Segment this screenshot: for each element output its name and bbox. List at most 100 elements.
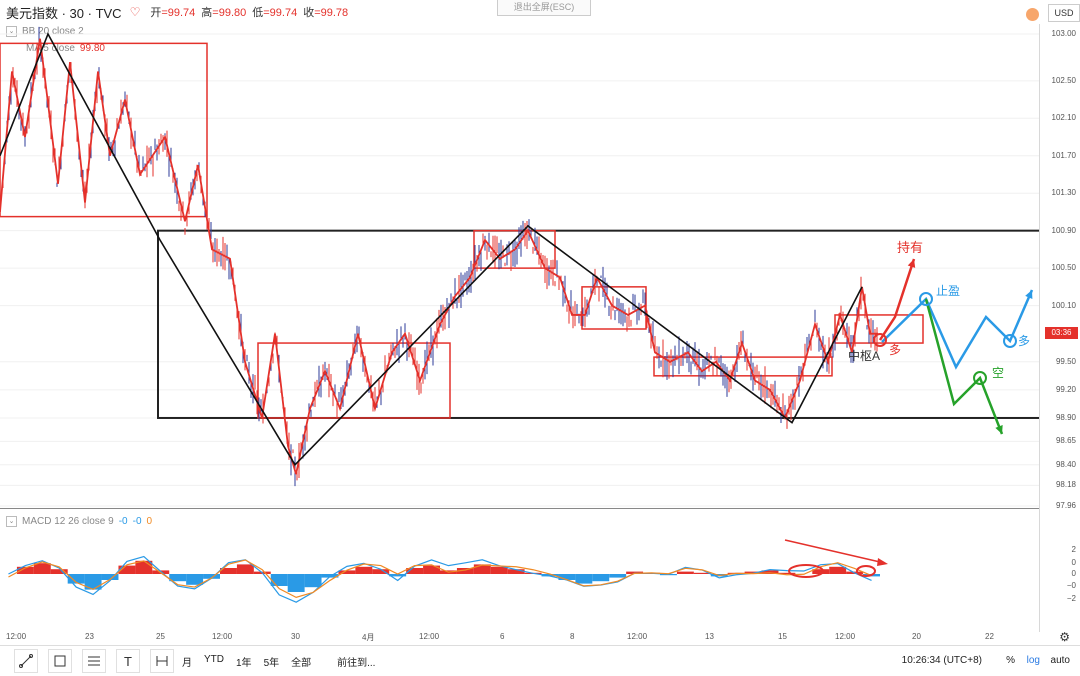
ma-indicator-legend[interactable]: MA 5 close 99.80 bbox=[26, 43, 105, 54]
text-tool-icon[interactable]: T bbox=[116, 649, 140, 673]
macd-bar bbox=[592, 574, 610, 582]
percent-button[interactable]: % bbox=[1006, 655, 1015, 666]
range-box bbox=[834, 314, 924, 344]
time-tick: 12:00 bbox=[627, 632, 648, 641]
fib-tool-icon[interactable] bbox=[82, 649, 106, 673]
macd-tick: 2 bbox=[1071, 545, 1076, 554]
macd-bar bbox=[236, 564, 254, 574]
time-tick: 25 bbox=[156, 632, 165, 641]
macd-line bbox=[8, 555, 872, 603]
macd-bar bbox=[220, 568, 237, 574]
macd-bar bbox=[169, 574, 187, 582]
macd-bar bbox=[287, 574, 305, 592]
range-box bbox=[0, 42, 208, 218]
collapse-icon[interactable]: ⌄ bbox=[6, 516, 17, 527]
range-box bbox=[653, 356, 833, 377]
range-box bbox=[257, 342, 451, 419]
price-axis[interactable] bbox=[1039, 24, 1080, 632]
symbol-title[interactable]: 美元指数 · 30 · TVC bbox=[6, 5, 122, 21]
entry-marker bbox=[873, 333, 887, 347]
macd-bar bbox=[50, 569, 68, 574]
log-button[interactable]: log bbox=[1026, 655, 1040, 666]
time-tick: 30 bbox=[291, 632, 300, 641]
macd-bar bbox=[829, 566, 847, 574]
macd-chart[interactable] bbox=[0, 510, 1040, 626]
divergence-line-head bbox=[877, 558, 888, 566]
price-tick: 102.50 bbox=[1051, 75, 1076, 85]
current-price-tag: 03:36 bbox=[1045, 327, 1078, 339]
time-tick: 12:00 bbox=[419, 632, 440, 641]
period-all[interactable]: 全部 bbox=[291, 657, 312, 669]
pane-divider[interactable] bbox=[0, 508, 1040, 509]
status-dot-icon[interactable] bbox=[1026, 8, 1039, 21]
macd-bar bbox=[118, 565, 136, 574]
macd-indicator-legend[interactable]: ⌄ MACD 12 26 close 9 -0 -0 0 bbox=[6, 516, 152, 527]
currency-button[interactable]: USD bbox=[1048, 4, 1080, 22]
price-tick: 98.18 bbox=[1055, 480, 1076, 490]
hold-arrow bbox=[878, 258, 916, 341]
price-tick: 98.40 bbox=[1055, 459, 1076, 469]
divergence-marker bbox=[856, 565, 876, 577]
macd-bar bbox=[338, 570, 356, 574]
exit-fullscreen-button[interactable]: 退出全屏(ESC) bbox=[497, 0, 591, 16]
settings-gear-icon[interactable]: ⚙ bbox=[1059, 630, 1070, 644]
auto-button[interactable]: auto bbox=[1050, 655, 1070, 666]
macd-bar bbox=[186, 574, 204, 585]
macd-bar bbox=[304, 574, 322, 588]
macd-bar bbox=[203, 574, 220, 579]
period-month[interactable]: 月 bbox=[182, 657, 192, 669]
period-ytd[interactable]: YTD bbox=[204, 653, 224, 665]
macd-bar bbox=[355, 566, 373, 574]
divergence-line bbox=[784, 539, 881, 563]
macd-bar bbox=[456, 568, 474, 574]
svg-text:T: T bbox=[124, 654, 132, 668]
ohlc-readout: 开=99.74 高=99.80 低=99.74 收=99.78 bbox=[150, 7, 349, 19]
macd-bar bbox=[389, 574, 407, 577]
price-tick: 103.00 bbox=[1051, 29, 1076, 38]
price-tick: 98.90 bbox=[1055, 412, 1076, 422]
range-box bbox=[157, 229, 1040, 419]
macd-bar bbox=[676, 571, 694, 574]
clock[interactable]: 10:26:34 (UTC+8) bbox=[901, 655, 982, 666]
annotation-take_profit: 止盈 bbox=[936, 284, 960, 298]
price-tick: 99.50 bbox=[1055, 356, 1076, 366]
time-tick: 6 bbox=[500, 632, 505, 641]
short-projection-arrow bbox=[924, 298, 1004, 435]
price-tick: 99.20 bbox=[1055, 384, 1076, 394]
macd-bar bbox=[558, 574, 576, 580]
line-tool-icon[interactable] bbox=[14, 649, 38, 673]
bottom-toolbar: T 月 YTD 1年 5年 全部 前往到... 10:26:34 (UTC+8)… bbox=[0, 645, 1080, 676]
time-tick: 12:00 bbox=[6, 632, 27, 641]
period-5y[interactable]: 5年 bbox=[263, 657, 280, 669]
macd-bar bbox=[609, 574, 627, 578]
time-tick: 23 bbox=[85, 632, 94, 641]
bb-indicator-legend[interactable]: ⌄ BB 20 close 2 bbox=[6, 26, 84, 37]
rectangle-tool-icon[interactable] bbox=[48, 649, 72, 673]
time-tick: 22 bbox=[985, 632, 994, 641]
annotation-center: 中枢A bbox=[848, 348, 880, 363]
short-projection-arrow-head bbox=[995, 425, 1003, 434]
time-tick: 4月 bbox=[362, 633, 375, 642]
time-tick: 20 bbox=[912, 632, 921, 641]
macd-tick: −0 bbox=[1066, 581, 1076, 590]
price-tick: 97.96 bbox=[1055, 501, 1076, 510]
annotation-short: 空 bbox=[992, 366, 1004, 380]
range-box bbox=[473, 229, 556, 269]
heart-icon[interactable]: ♡ bbox=[129, 5, 141, 19]
price-tick: 100.10 bbox=[1051, 300, 1076, 310]
macd-bar bbox=[16, 566, 34, 574]
annotation-hold: 持有 bbox=[897, 240, 923, 255]
measure-tool-icon[interactable] bbox=[150, 649, 174, 673]
time-tick: 13 bbox=[705, 632, 714, 641]
goto-date-button[interactable]: 前往到... bbox=[337, 657, 376, 669]
macd-bar bbox=[693, 572, 711, 574]
macd-bar bbox=[473, 564, 491, 574]
price-tick: 102.10 bbox=[1051, 113, 1076, 123]
macd-bar bbox=[101, 574, 119, 580]
hold-arrow-head bbox=[907, 259, 916, 268]
period-1y[interactable]: 1年 bbox=[236, 657, 252, 669]
collapse-icon[interactable]: ⌄ bbox=[6, 26, 17, 37]
long-projection-arrow-head bbox=[1025, 290, 1033, 299]
macd-bar bbox=[575, 574, 593, 584]
